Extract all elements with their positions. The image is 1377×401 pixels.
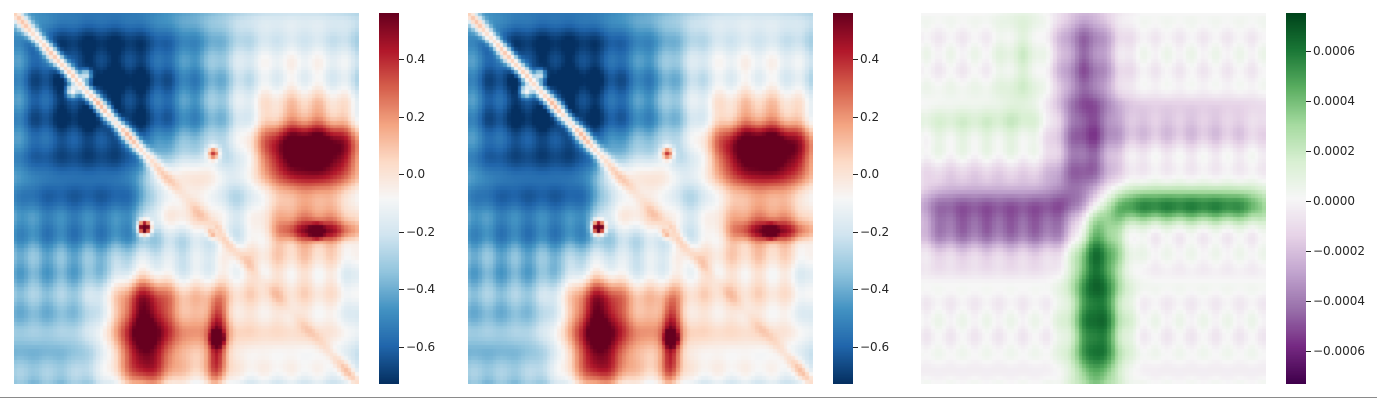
colorbar-tick-label: 0.4 [860,52,880,66]
colorbar-tick-mark [1306,51,1311,52]
colorbar-tick-label: 0.0 [860,167,880,181]
colorbar-tick-mark [399,232,404,233]
colorbar-1-gradient [379,13,399,384]
colorbar-tick-label: 0.0 [406,167,426,181]
colorbar-tick-label: −0.6 [406,340,436,354]
colorbar-tick-label: −0.4 [860,282,890,296]
colorbar-tick-label: −0.0006 [1313,344,1366,358]
colorbar-tick-mark [853,289,858,290]
colorbar-tick-label: −0.0004 [1313,294,1366,308]
colorbar-tick-label: −0.0002 [1313,244,1366,258]
colorbar-tick-mark [853,232,858,233]
heatmap-1 [14,13,359,384]
colorbar-tick-label: −0.2 [860,225,890,239]
colorbar-3-gradient [1286,13,1306,384]
heatmap-3 [921,13,1266,384]
colorbar-tick-mark [853,59,858,60]
colorbar-tick-label: −0.2 [406,225,436,239]
colorbar-2-gradient [833,13,853,384]
colorbar-tick-label: 0.4 [406,52,426,66]
colorbar-tick-mark [1306,201,1311,202]
bottom-divider [0,397,1377,398]
colorbar-tick-label: −0.6 [860,340,890,354]
colorbar-tick-label: 0.2 [406,110,426,124]
colorbar-tick-label: 0.0000 [1313,194,1355,208]
colorbar-tick-label: 0.0006 [1313,44,1355,58]
colorbar-tick-mark [399,117,404,118]
colorbar-tick-mark [1306,101,1311,102]
colorbar-tick-mark [399,347,404,348]
colorbar-tick-mark [1306,301,1311,302]
colorbar-tick-label: 0.2 [860,110,880,124]
colorbar-tick-mark [853,117,858,118]
colorbar-tick-mark [853,347,858,348]
colorbar-tick-label: −0.4 [406,282,436,296]
colorbar-tick-mark [399,289,404,290]
colorbar-tick-mark [399,174,404,175]
colorbar-tick-mark [853,174,858,175]
colorbar-tick-mark [1306,251,1311,252]
colorbar-tick-label: 0.0002 [1313,144,1355,158]
colorbar-tick-mark [399,59,404,60]
colorbar-tick-mark [1306,351,1311,352]
colorbar-tick-mark [1306,151,1311,152]
heatmap-2 [468,13,813,384]
colorbar-tick-label: 0.0004 [1313,94,1355,108]
